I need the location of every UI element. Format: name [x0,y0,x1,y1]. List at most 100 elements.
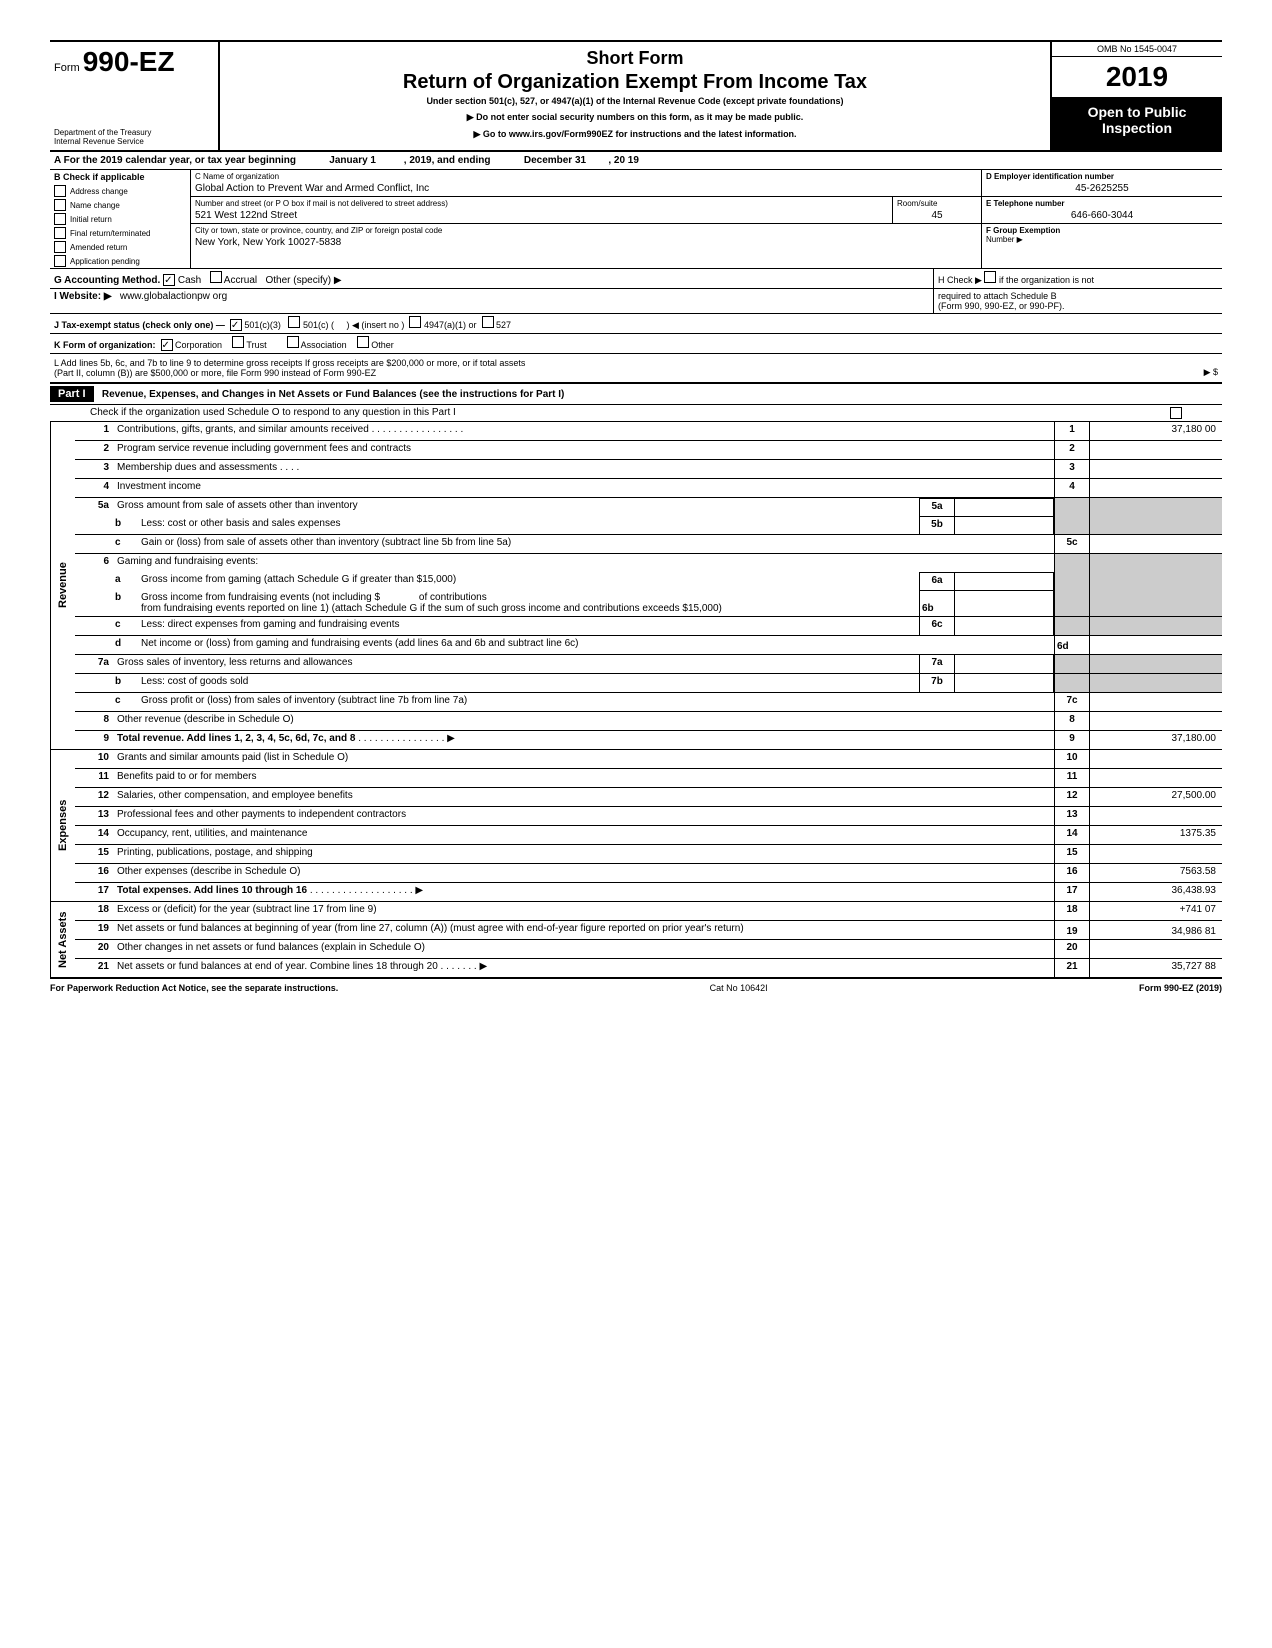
revenue-body: 1 Contributions, gifts, grants, and simi… [75,422,1222,749]
form-header-center: Short Form Return of Organization Exempt… [220,42,1052,150]
form-number-block: Form 990-EZ [54,46,214,78]
line-a-prefix: A For the 2019 calendar year, or tax yea… [54,155,296,166]
line-1: 1 Contributions, gifts, grants, and simi… [75,422,1222,441]
cb-527[interactable] [482,316,494,328]
expenses-section: Expenses 10 Grants and similar amounts p… [50,750,1222,902]
city-value: New York, New York 10027-5838 [195,237,442,248]
city-row: City or town, state or province, country… [191,224,981,250]
net-assets-body: 18 Excess or (deficit) for the year (sub… [75,902,1222,977]
line-j-label: J Tax-exempt status (check only one) — [54,320,225,330]
line-21: 21 Net assets or fund balances at end of… [75,959,1222,977]
footer-left: For Paperwork Reduction Act Notice, see … [50,983,338,993]
org-name-row: C Name of organization Global Action to … [191,170,981,197]
line-3: 3 Membership dues and assessments . . . … [75,460,1222,479]
line-a: A For the 2019 calendar year, or tax yea… [50,152,1222,170]
org-name: Global Action to Prevent War and Armed C… [195,183,429,194]
line-14: 14 Occupancy, rent, utilities, and maint… [75,826,1222,845]
line-k: K Form of organization: Corporation Trus… [50,334,1222,354]
open-public-2: Inspection [1054,120,1220,136]
line-12: 12 Salaries, other compensation, and emp… [75,788,1222,807]
line-g-row: G Accounting Method. Cash Accrual Other … [50,269,1222,289]
cb-initial-return[interactable]: Initial return [50,212,190,226]
cb-cash[interactable] [163,274,175,286]
cb-trust[interactable] [232,336,244,348]
cb-address-change[interactable]: Address change [50,184,190,198]
line-19: 19 Net assets or fund balances at beginn… [75,921,1222,940]
cb-501c[interactable] [288,316,300,328]
cb-other[interactable] [357,336,369,348]
open-public-badge: Open to Public Inspection [1052,98,1222,150]
arrow-line-2: ▶ Go to www.irs.gov/Form990EZ for instru… [230,129,1040,140]
revenue-section: Revenue 1 Contributions, gifts, grants, … [50,422,1222,750]
street-value: 521 West 122nd Street [195,210,892,221]
org-name-label: C Name of organization [195,172,429,181]
cb-application-pending[interactable]: Application pending [50,254,190,268]
form-header-left: Form 990-EZ Department of the Treasury I… [50,42,220,150]
revenue-side-label: Revenue [50,422,75,749]
part-1-subtitle: Check if the organization used Schedule … [50,405,1222,422]
form-number: 990-EZ [83,46,175,77]
line-13: 13 Professional fees and other payments … [75,807,1222,826]
dept-line-2: Internal Revenue Service [54,137,214,146]
cb-assoc[interactable] [287,336,299,348]
cb-accrual[interactable] [210,271,222,283]
line-5b: b Less: cost or other basis and sales ex… [75,516,1222,534]
line-18: 18 Excess or (deficit) for the year (sub… [75,902,1222,921]
footer-right: Form 990-EZ (2019) [1139,983,1222,993]
cb-name-change[interactable]: Name change [50,198,190,212]
part-1-label: Part I [50,386,94,402]
website-value: www.globalactionpw org [120,291,227,302]
cb-4947[interactable] [409,316,421,328]
line-9: 9 Total revenue. Add lines 1, 2, 3, 4, 5… [75,731,1222,749]
line-20: 20 Other changes in net assets or fund b… [75,940,1222,959]
line-l-text2: (Part II, column (B)) are $500,000 or mo… [54,368,525,378]
line-k-label: K Form of organization: [54,340,156,350]
line-l-text1: L Add lines 5b, 6c, and 7b to line 9 to … [54,358,525,368]
line-g: G Accounting Method. Cash Accrual Other … [50,269,933,288]
cb-corp[interactable] [161,339,173,351]
net-assets-section: Net Assets 18 Excess or (deficit) for th… [50,902,1222,977]
cb-amended-return[interactable]: Amended return [50,240,190,254]
col-b-header: B Check if applicable [50,170,190,184]
department-block: Department of the Treasury Internal Reve… [54,128,214,146]
line-11: 11 Benefits paid to or for members 11 [75,769,1222,788]
room-value: 45 [897,210,977,221]
line-15: 15 Printing, publications, postage, and … [75,845,1222,864]
group-row: F Group Exemption Number ▶ [982,224,1222,246]
group-label-2: Number ▶ [986,235,1218,244]
line-a-end-year: , 20 19 [608,155,639,166]
net-assets-side-label: Net Assets [50,902,75,977]
dept-line-1: Department of the Treasury [54,128,214,137]
cb-final-return[interactable]: Final return/terminated [50,226,190,240]
line-6c: c Less: direct expenses from gaming and … [75,616,1222,635]
line-2: 2 Program service revenue including gove… [75,441,1222,460]
cb-h[interactable] [984,271,996,283]
expenses-body: 10 Grants and similar amounts paid (list… [75,750,1222,901]
line-l-arrow: ▶ $ [1204,367,1218,378]
line-h-cont: required to attach Schedule B (Form 990,… [933,289,1222,313]
line-7b: b Less: cost of goods sold 7b [75,673,1222,692]
column-def: D Employer identification number 45-2625… [982,170,1222,268]
cb-schedule-o[interactable] [1170,407,1182,419]
arrow-line-1: ▶ Do not enter social security numbers o… [230,112,1040,123]
return-title: Return of Organization Exempt From Incom… [230,71,1040,94]
line-4: 4 Investment income 4 [75,479,1222,498]
group-label: F Group Exemption [986,226,1218,235]
column-b: B Check if applicable Address change Nam… [50,170,191,268]
open-public-1: Open to Public [1054,104,1220,120]
line-i-label: I Website: ▶ [54,291,112,302]
tax-year: 2019 [1052,57,1222,98]
line-7a: 7a Gross sales of inventory, less return… [75,655,1222,673]
part-1-header-row: Part I Revenue, Expenses, and Changes in… [50,384,1222,405]
room-suite-box: Room/suite 45 [892,197,981,223]
omb-number: OMB No 1545-0047 [1052,42,1222,57]
line-j: J Tax-exempt status (check only one) — 5… [50,314,1222,334]
line-6d: d Net income or (loss) from gaming and f… [75,635,1222,655]
line-5c: c Gain or (loss) from sale of assets oth… [75,534,1222,554]
phone-label: E Telephone number [986,199,1218,208]
cb-501c3[interactable] [230,319,242,331]
page-footer: For Paperwork Reduction Act Notice, see … [50,977,1222,997]
ein-row: D Employer identification number 45-2625… [982,170,1222,197]
ein-label: D Employer identification number [986,172,1218,181]
line-g-label: G Accounting Method. [54,275,160,286]
